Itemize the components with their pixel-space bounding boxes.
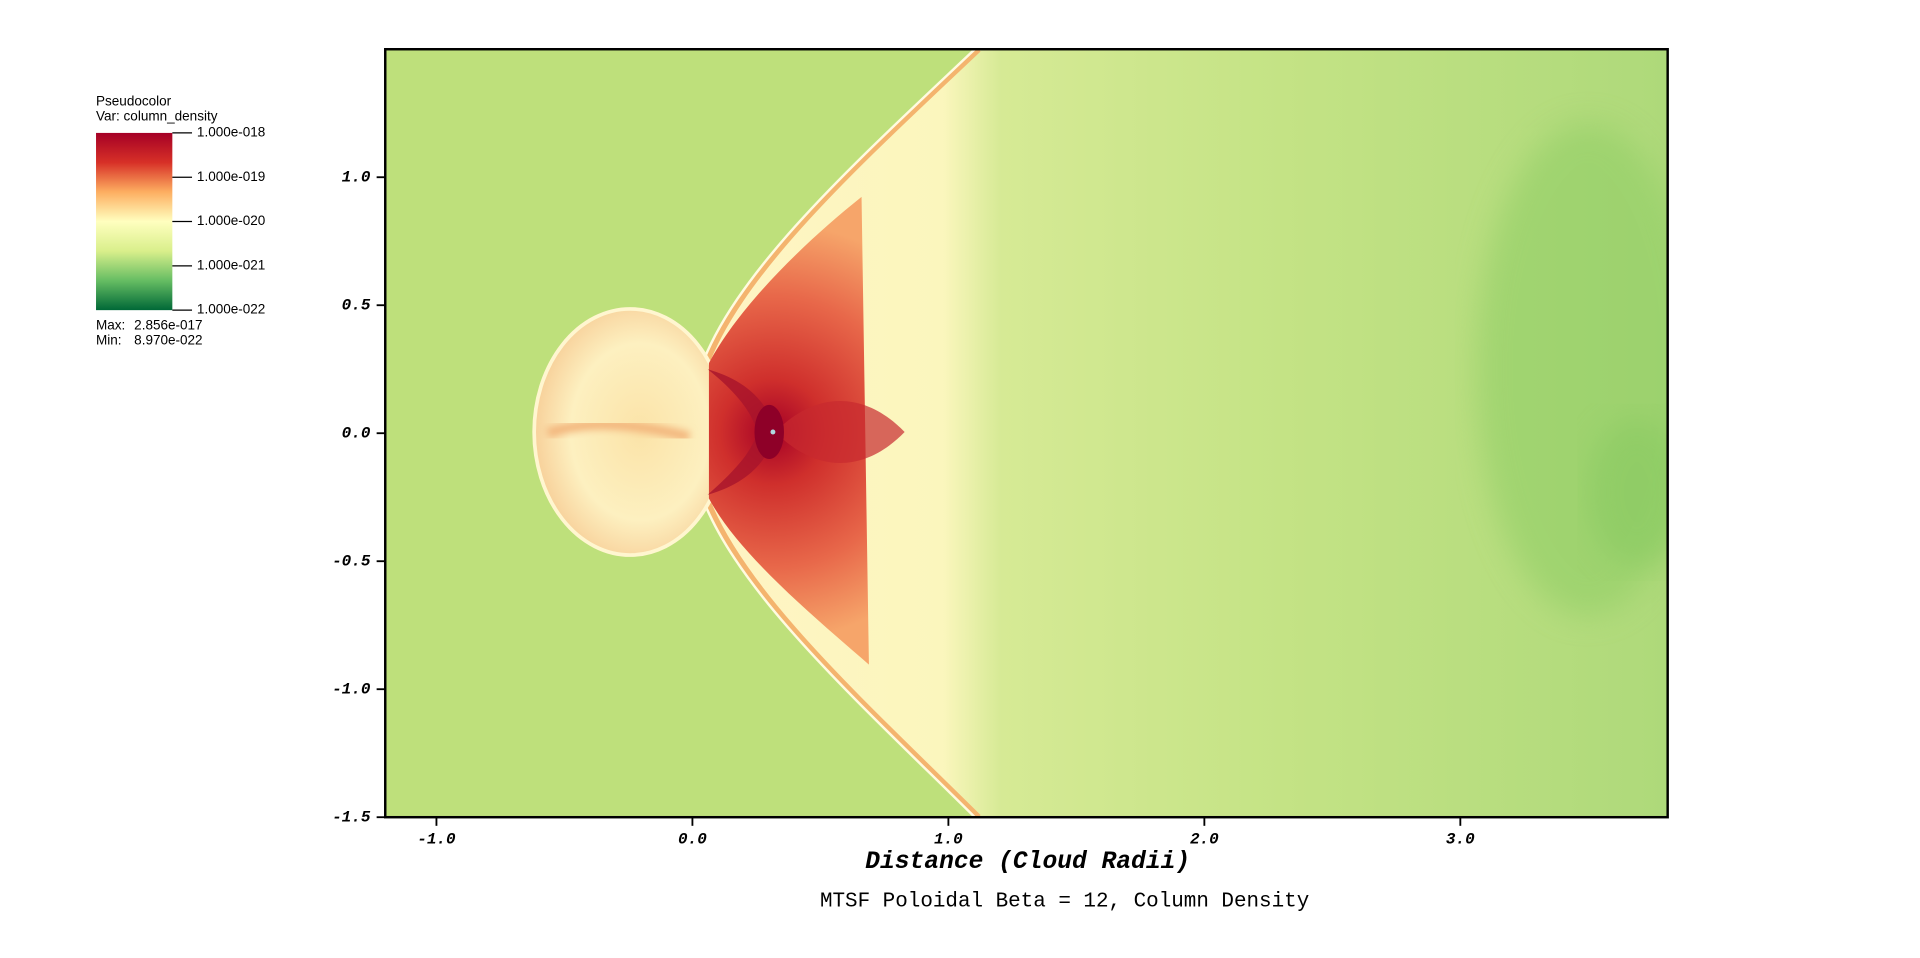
y-tick-label: -1.5	[332, 808, 371, 826]
y-tick-label: 0.5	[342, 296, 371, 314]
core-center	[770, 429, 776, 435]
x-tick-label: 0.0	[678, 831, 707, 849]
y-tick-label: 1.0	[342, 168, 371, 186]
legend-max: 2.856e-017	[134, 318, 202, 333]
turbulent-patch	[1587, 418, 1668, 567]
x-axis-label: Distance (Cloud Radii)	[865, 849, 1190, 876]
x-tick-label: 2.0	[1190, 831, 1219, 849]
y-tick-label: 0.0	[342, 424, 371, 442]
colorbar	[96, 132, 173, 311]
legend-min-label: Min:	[96, 332, 122, 347]
x-tick-label: 3.0	[1446, 831, 1475, 849]
legend-variable: Var: column_density	[96, 108, 218, 123]
x-tick-label: 1.0	[934, 831, 963, 849]
legend-title: Pseudocolor	[96, 94, 172, 109]
colorbar-tick-label: 1.000e-022	[197, 302, 265, 317]
colorbar-tick-label: 1.000e-018	[197, 124, 265, 139]
core-lobe	[775, 401, 905, 463]
chart-title: MTSF Poloidal Beta = 12, Column Density	[820, 890, 1309, 913]
bubble-filament	[546, 419, 691, 442]
y-tick-label: -0.5	[332, 552, 371, 570]
legend-min: 8.970e-022	[134, 332, 202, 347]
x-tick-label: -1.0	[417, 831, 456, 849]
colorbar-tick-label: 1.000e-021	[197, 257, 265, 272]
colorbar-tick-label: 1.000e-020	[197, 213, 265, 228]
core-lobe	[707, 369, 776, 495]
core	[754, 404, 785, 460]
y-tick-label: -1.0	[332, 680, 371, 698]
post-shock-region	[704, 49, 1668, 818]
colorbar-tick-label: 1.000e-019	[197, 169, 265, 184]
density-image	[385, 49, 1668, 818]
legend-max-label: Max:	[96, 318, 125, 333]
